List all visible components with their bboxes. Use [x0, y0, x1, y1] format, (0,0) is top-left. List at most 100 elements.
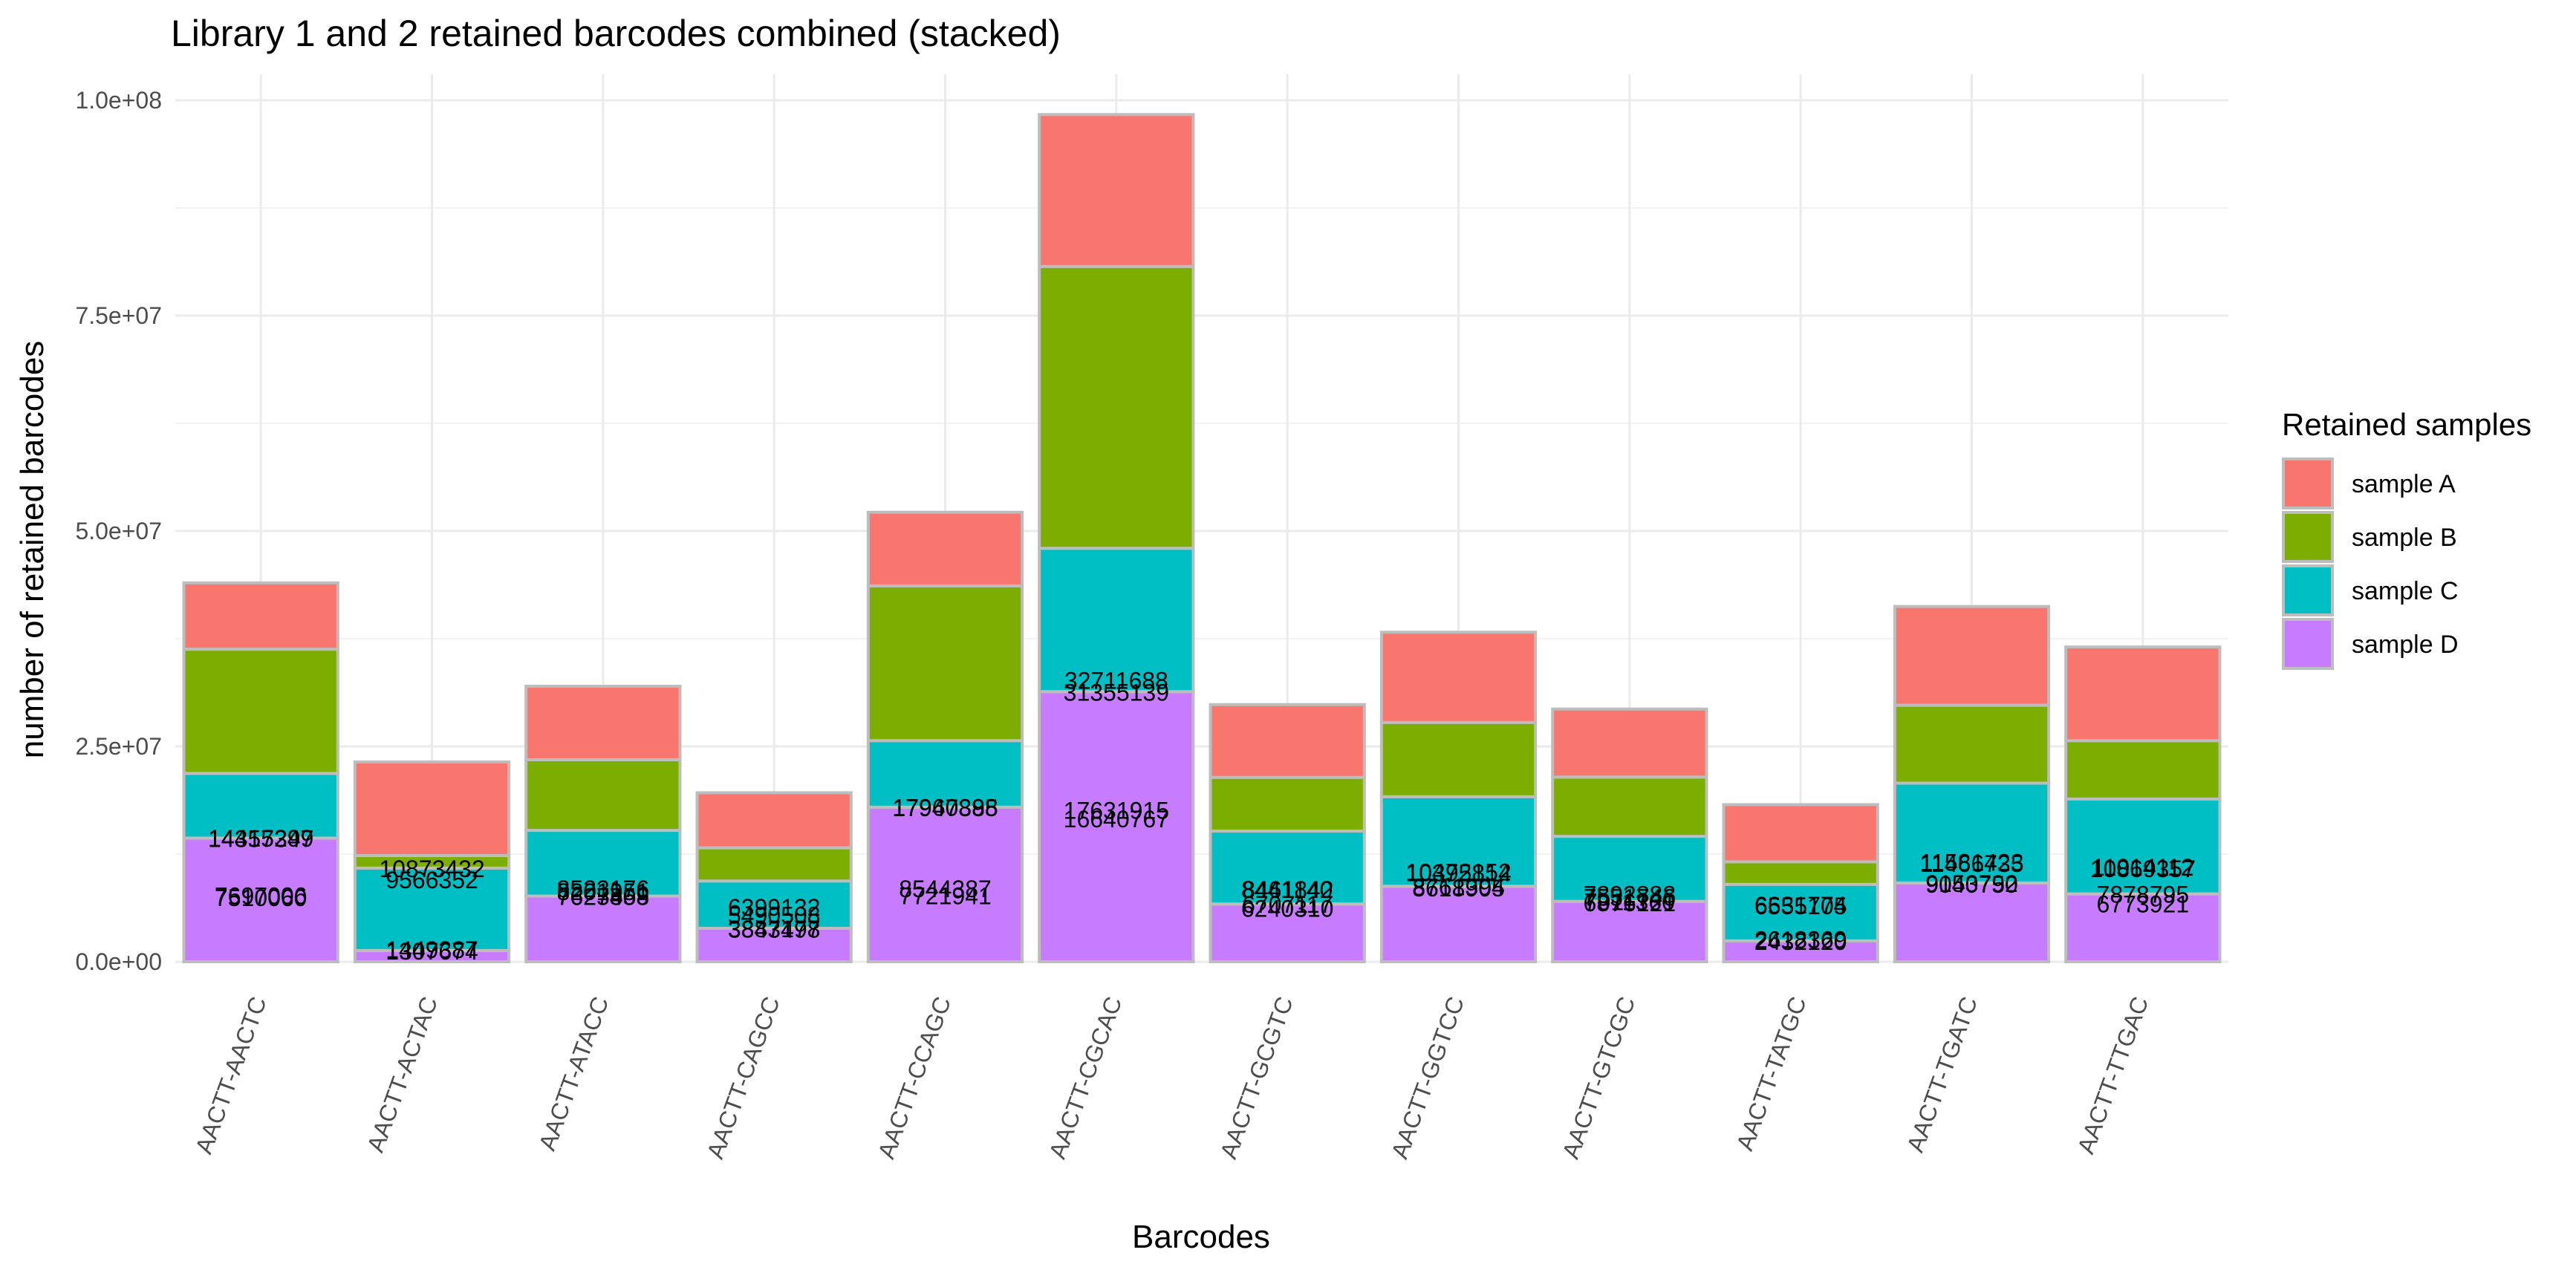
bar-segment-sample-c: [1379, 795, 1538, 888]
bar-segment-sample-c: [1551, 835, 1708, 903]
data-label: 6707117: [1242, 891, 1333, 918]
data-label: 7551746: [1584, 884, 1676, 911]
x-tick-label: AACTT-ATACC: [533, 993, 614, 1154]
bar-segment-sample-a: [1722, 803, 1879, 864]
bar-segment-sample-a: [353, 760, 511, 858]
bar-segment-sample-d: [866, 805, 1024, 964]
bar-segment-sample-b: [1893, 703, 2051, 785]
bar-segment-sample-c: [1038, 547, 1195, 694]
bar-segment-sample-c: [182, 772, 339, 840]
y-axis: 0.0e+00 2.5e+07 5.0e+07 7.5e+07 1.0e+08: [75, 87, 162, 975]
data-label: 8523176: [557, 876, 650, 902]
bar-segment-sample-c: [866, 739, 1024, 809]
data-label: 7892888: [1584, 881, 1676, 908]
data-label: 17947885: [892, 795, 998, 821]
bar-segment-sample-d: [1038, 690, 1195, 963]
data-label: 11466735: [1920, 850, 2024, 877]
data-label: 2618369: [1754, 927, 1847, 954]
data-label: 6555105: [1754, 893, 1847, 919]
data-label: 6240310: [1241, 896, 1334, 922]
bar-segment-sample-c: [1209, 830, 1366, 906]
data-label: 10395814: [1405, 859, 1511, 886]
bar-segment-sample-a: [1893, 605, 2051, 707]
bar-segment-sample-b: [1551, 775, 1708, 838]
bar-segment-sample-a: [182, 581, 339, 651]
data-label: 7627558: [557, 884, 650, 911]
bar-segment-sample-c: [1893, 781, 2051, 885]
bar-segment-sample-d: [2064, 892, 2222, 963]
x-tick-label: AACTT-TTGAC: [2072, 993, 2154, 1157]
x-tick-label: AACTT-TGATC: [1902, 993, 1983, 1156]
data-label: 8544387: [899, 876, 992, 902]
data-label: 11581423: [1920, 850, 2024, 876]
x-tick-label: AACTT-GGTCC: [1386, 993, 1469, 1162]
bar-segment-sample-d: [524, 894, 682, 964]
data-label: 6773921: [2097, 890, 2190, 917]
y-tick-label: 2.5e+07: [75, 733, 162, 760]
y-tick-label: 5.0e+07: [75, 518, 162, 544]
data-label: 9566352: [386, 867, 478, 893]
x-axis-title: Barcodes: [1132, 1219, 1270, 1255]
bar-segment-sample-a: [524, 685, 682, 761]
bar-segment-sample-a: [695, 791, 853, 850]
bar-segment-sample-b: [2064, 739, 2222, 801]
bar-segment-sample-d: [1551, 899, 1708, 963]
data-label: 7011360: [1584, 889, 1675, 916]
y-axis-title: number of retained barcodes: [14, 341, 51, 759]
data-label: 6399132: [728, 894, 821, 921]
bar-segment-sample-d: [1379, 885, 1538, 963]
data-label: 10869357: [2090, 856, 2196, 882]
data-label: 3843498: [728, 916, 821, 942]
legend-label: sample A: [2352, 470, 2456, 498]
data-label: 14357347: [208, 825, 313, 852]
data-label: 5490508: [728, 902, 821, 928]
legend-label: sample B: [2352, 524, 2457, 552]
bar-segment-sample-b: [1038, 264, 1195, 550]
data-label: 9040750: [1925, 871, 2018, 898]
bar-segment-sample-b: [1209, 775, 1366, 833]
bar-segment-sample-b: [524, 758, 682, 833]
data-label: 1449387: [386, 937, 478, 963]
x-tick-label: AACTT-TATGC: [1731, 993, 1812, 1154]
data-label: 8461140: [1242, 876, 1333, 903]
legend-items: sample A sample B sample C sample D: [2282, 457, 2459, 670]
bar-segment-sample-a: [1038, 113, 1195, 268]
data-label: 31355139: [1064, 679, 1169, 706]
bar-segment-sample-c: [2064, 797, 2222, 896]
legend-title: Retained samples: [2282, 407, 2531, 442]
data-label: 7721941: [899, 882, 992, 909]
data-label: 6876121: [1584, 890, 1676, 916]
data-label: 7697006: [215, 883, 308, 910]
x-tick-label: AACTT-CCAGC: [873, 993, 956, 1162]
x-tick-label: AACTT-CGCAC: [1044, 993, 1127, 1162]
y-tick-label: 7.5e+07: [75, 302, 162, 329]
data-label: 7878795: [2097, 882, 2190, 908]
bar-segment-sample-a: [866, 510, 1024, 587]
chart-title: Library 1 and 2 retained barcodes combin…: [171, 13, 1061, 54]
x-tick-label: AACTT-ACTAC: [362, 993, 443, 1156]
data-label: 10472152: [1405, 859, 1511, 886]
x-tick-label: AACTT-GCGTC: [1214, 993, 1298, 1162]
bar-segment-sample-d: [695, 926, 853, 963]
data-label: 8441842: [1241, 876, 1334, 903]
legend-swatch: [2282, 511, 2334, 563]
x-axis: AACTT-AACTC AACTT-ACTAC AACTT-ATACC AACTT-C…: [190, 993, 2154, 1162]
bar-segment-sample-a: [1379, 631, 1538, 724]
bar-segment-sample-a: [2064, 645, 2222, 743]
bar-segment-sample-a: [1551, 707, 1708, 779]
data-label: 14415299: [208, 825, 313, 852]
bar-segment-sample-b: [695, 846, 853, 883]
data-label: 7510060: [215, 885, 308, 911]
data-label: 17631915: [1064, 797, 1169, 824]
legend-label: sample C: [2352, 577, 2459, 605]
legend-label: sample D: [2352, 631, 2459, 659]
y-tick-label: 1.0e+08: [75, 87, 162, 114]
x-tick-label: AACTT-CAGCC: [701, 993, 784, 1162]
bars: [182, 113, 2222, 964]
x-tick-label: AACTT-GTCGC: [1557, 993, 1640, 1162]
data-label: 7625409: [557, 884, 650, 911]
data-label: 8618905: [1412, 875, 1505, 902]
data-label: 6631774: [1754, 892, 1847, 919]
data-label: 17960398: [892, 795, 998, 821]
